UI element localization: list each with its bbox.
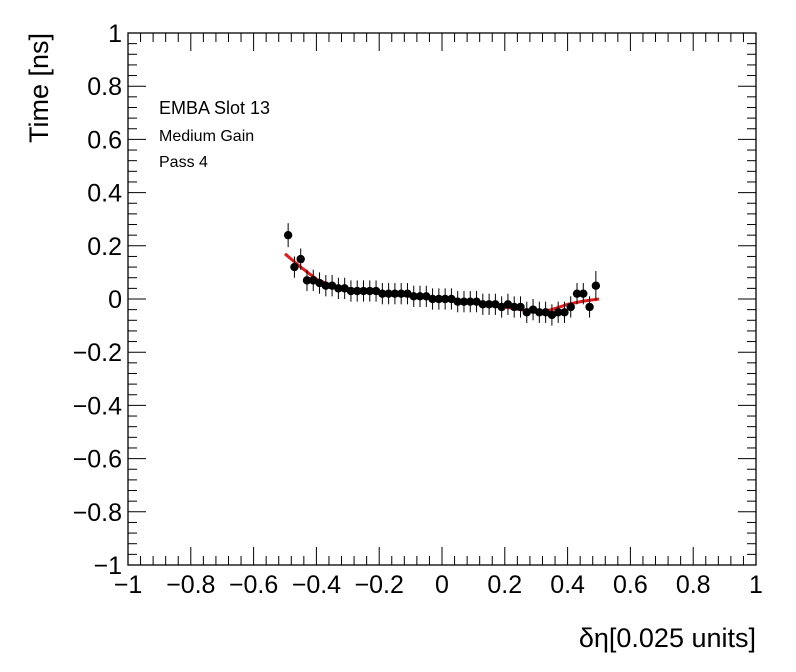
data-point — [365, 286, 374, 296]
y-tick-label: 0 — [108, 286, 122, 314]
x-tick-label: −0.4 — [292, 571, 341, 599]
data-point — [535, 308, 544, 317]
data-point — [484, 300, 494, 309]
data-point — [459, 297, 469, 306]
data-point — [346, 286, 356, 296]
y-tick-label: 0.8 — [87, 73, 122, 101]
annotation-gain: Medium Gain — [159, 128, 254, 145]
data-point — [560, 308, 569, 317]
x-tick-label: −0.8 — [166, 571, 215, 599]
data-point — [528, 305, 538, 314]
data-point — [296, 254, 305, 264]
x-tick-label: 0.4 — [550, 571, 585, 599]
data-point — [541, 308, 550, 317]
y-tick-label: −1 — [93, 552, 122, 580]
data-point — [321, 281, 331, 290]
x-tick-label: 1 — [749, 571, 763, 599]
y-tick-label: 0.4 — [87, 180, 122, 208]
data-point — [453, 297, 462, 306]
x-tick-labels: −1 −0.8 −0.6 −0.4 −0.2 0 0.2 0.4 0.6 0.8 1 — [114, 571, 763, 599]
y-tick-label: −0.8 — [73, 499, 122, 527]
y-tick-label: −0.4 — [73, 392, 122, 420]
data-point — [302, 276, 312, 285]
data-point — [553, 308, 563, 317]
data-point — [283, 230, 293, 240]
data-point — [591, 281, 601, 290]
data-point — [340, 284, 349, 293]
x-tick-label: 0.8 — [676, 571, 711, 599]
data-point — [510, 302, 519, 312]
annotation-pass: Pass 4 — [159, 154, 208, 171]
data-point — [390, 289, 400, 298]
data-point — [334, 284, 343, 293]
data-point — [478, 300, 488, 309]
data-point — [378, 289, 387, 298]
data-point — [547, 310, 557, 320]
x-tick-label: −1 — [114, 571, 143, 599]
data-point — [384, 289, 393, 298]
data-point — [440, 294, 450, 304]
data-point — [409, 292, 418, 301]
data-point — [428, 294, 437, 304]
data-point — [522, 308, 531, 317]
data-point — [371, 286, 381, 296]
data-point — [290, 262, 299, 272]
data-point — [327, 281, 337, 290]
x-axis-title: δη[0.025 units] — [579, 623, 756, 653]
y-tick-label: −0.6 — [73, 446, 122, 474]
data-point — [447, 294, 456, 304]
data-point — [491, 300, 500, 309]
x-tick-label: 0.2 — [487, 571, 522, 599]
data-point — [434, 294, 444, 304]
data-point — [403, 289, 412, 298]
x-tick-label: −0.2 — [355, 571, 404, 599]
data-point — [359, 286, 368, 296]
data-point — [516, 302, 525, 312]
data-point — [579, 289, 588, 298]
y-axis-title: Time [ns] — [24, 33, 54, 143]
x-tick-label: −0.6 — [229, 571, 278, 599]
annotation-slot: EMBA Slot 13 — [159, 98, 270, 118]
data-point — [422, 292, 431, 301]
x-tick-label: 0.6 — [613, 571, 648, 599]
data-point — [497, 302, 506, 312]
data-point — [503, 300, 513, 309]
data-point — [396, 289, 406, 298]
data-series — [283, 223, 601, 326]
y-tick-label: 1 — [108, 20, 122, 48]
ticks — [127, 32, 757, 566]
data-point — [415, 292, 425, 301]
x-tick-label: 0 — [435, 571, 449, 599]
data-point — [585, 302, 594, 312]
y-tick-label: −0.2 — [73, 339, 122, 367]
data-point — [315, 278, 324, 288]
data-point — [466, 297, 475, 306]
data-point — [572, 289, 582, 298]
data-point — [566, 302, 575, 312]
y-tick-labels: −1 −0.8 −0.6 −0.4 −0.2 0 0.2 0.4 0.6 0.8 1 — [73, 20, 122, 580]
data-point — [353, 286, 362, 296]
y-tick-label: 0.6 — [87, 126, 122, 154]
data-point — [309, 276, 318, 285]
data-point — [472, 297, 481, 306]
y-tick-label: 0.2 — [87, 233, 122, 261]
